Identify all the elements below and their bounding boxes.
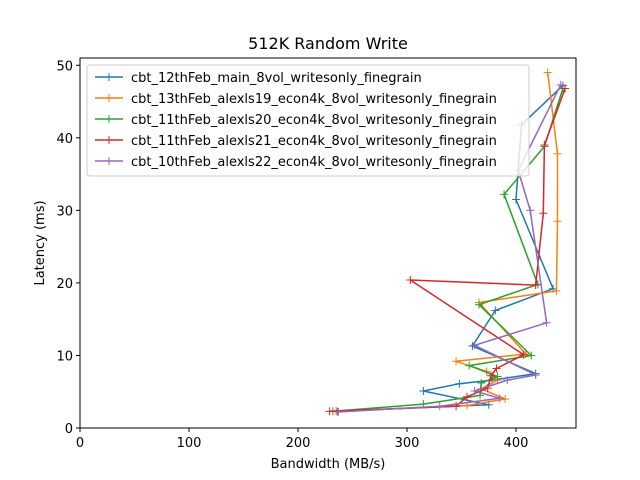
legend-label: cbt_12thFeb_main_8vol_writesonly_finegra… (131, 71, 422, 86)
chart-title: 512K Random Write (248, 34, 408, 53)
data-point (435, 402, 444, 411)
data-point (462, 392, 471, 401)
legend-label: cbt_10thFeb_alexls22_econ4k_8vol_writeso… (131, 155, 497, 170)
data-point (486, 371, 495, 380)
data-point (495, 394, 504, 403)
x-tick-label: 0 (76, 436, 84, 451)
x-tick-label: 300 (395, 436, 420, 451)
data-point (334, 408, 343, 417)
data-point (512, 195, 521, 204)
data-point (500, 190, 509, 199)
data-point (556, 80, 565, 89)
data-point (452, 357, 461, 366)
data-point (542, 318, 551, 327)
data-point (419, 387, 428, 395)
data-point (477, 379, 486, 388)
legend-item: cbt_10thFeb_alexls22_econ4k_8vol_writeso… (95, 155, 497, 170)
data-point (465, 361, 474, 370)
data-point (470, 341, 479, 350)
legend-item: cbt_12thFeb_main_8vol_writesonly_finegra… (95, 71, 422, 86)
data-point (543, 68, 552, 77)
data-point (531, 371, 540, 380)
data-point (492, 364, 501, 373)
x-tick-label: 100 (177, 436, 202, 451)
data-point (553, 217, 562, 226)
legend-box (86, 64, 530, 177)
legend: cbt_12thFeb_main_8vol_writesonly_finegra… (86, 64, 530, 177)
data-point (553, 149, 562, 158)
legend-marker (105, 157, 113, 165)
data-point (491, 306, 500, 315)
y-tick-label: 20 (56, 277, 73, 292)
y-axis-label: Latency (ms) (33, 200, 48, 285)
legend-marker (105, 94, 113, 102)
series-5 (334, 80, 565, 417)
y-tick-label: 30 (56, 204, 73, 219)
data-point (539, 209, 548, 218)
legend-marker (105, 115, 113, 123)
data-point (503, 376, 512, 385)
legend-label: cbt_11thFeb_alexls20_econ4k_8vol_writeso… (131, 113, 497, 128)
legend-item: cbt_11thFeb_alexls21_econ4k_8vol_writeso… (95, 134, 497, 149)
data-point (493, 372, 502, 381)
axis-ticks: 0 100 200 300 400 0 10 20 30 40 50 (56, 59, 528, 451)
data-point (540, 141, 549, 150)
y-tick-label: 0 (65, 422, 73, 437)
x-axis-label: Bandwidth (MB/s) (271, 457, 386, 472)
data-point (501, 394, 510, 403)
data-point (526, 206, 535, 215)
data-point (470, 387, 479, 395)
data-point (325, 407, 334, 416)
data-point (561, 84, 570, 93)
axes-frame (79, 57, 577, 429)
x-tick-label: 200 (286, 436, 311, 451)
x-tick-label: 400 (504, 436, 529, 451)
y-tick-label: 10 (56, 349, 73, 364)
data-point (519, 350, 528, 359)
data-point (527, 351, 536, 360)
data-point (531, 281, 540, 290)
legend-label: cbt_11thFeb_alexls21_econ4k_8vol_writeso… (131, 134, 497, 149)
data-point (474, 300, 483, 309)
data-point (455, 379, 464, 388)
legend-item: cbt_11thFeb_alexls20_econ4k_8vol_writeso… (95, 113, 497, 128)
data-point (406, 276, 415, 284)
data-point (552, 286, 561, 295)
y-tick-label: 50 (56, 59, 73, 74)
y-tick-label: 40 (56, 132, 73, 147)
series-line (329, 88, 566, 413)
legend-label: cbt_13thFeb_alexls19_econ4k_8vol_writeso… (131, 92, 497, 107)
legend-marker (105, 136, 113, 144)
legend-item: cbt_13thFeb_alexls19_econ4k_8vol_writeso… (95, 92, 497, 107)
legend-marker (105, 73, 113, 81)
plot-area (325, 68, 570, 417)
